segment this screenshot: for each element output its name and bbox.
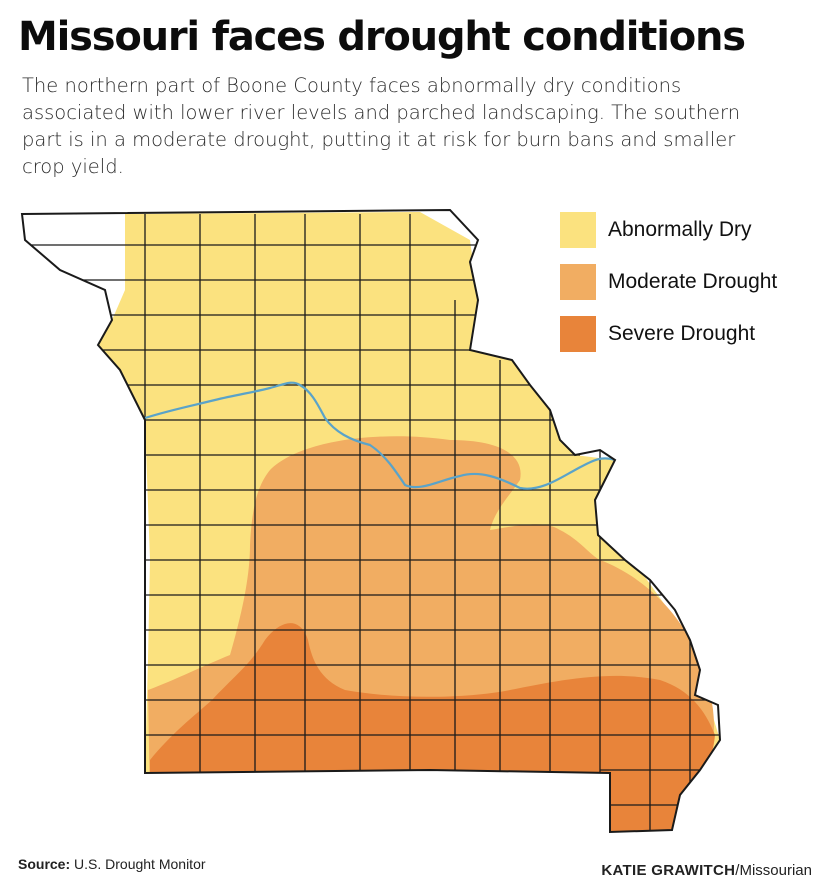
legend-swatch-moderate-drought: [560, 264, 596, 300]
credit-line: KATIE GRAWITCH/Missourian: [601, 862, 812, 879]
map-subtitle: The northern part of Boone County faces …: [22, 74, 741, 178]
missouri-river: [144, 381, 616, 490]
legend-label-abnormally-dry: Abnormally Dry: [608, 218, 752, 241]
credit-org: /Missourian: [735, 862, 812, 879]
legend-item-abnormally-dry: Abnormally Dry: [560, 212, 777, 248]
legend-swatch-severe-drought: [560, 316, 596, 352]
map-title: Missouri faces drought conditions: [18, 14, 746, 60]
legend-label-severe-drought: Severe Drought: [608, 322, 756, 345]
source-value: U.S. Drought Monitor: [74, 856, 206, 872]
legend-item-moderate-drought: Moderate Drought: [560, 264, 777, 300]
legend-label-moderate-drought: Moderate Drought: [608, 270, 778, 293]
legend-swatch-abnormally-dry: [560, 212, 596, 248]
map-legend: Abnormally Dry Moderate Drought Severe D…: [560, 212, 777, 368]
credit-name: KATIE GRAWITCH: [601, 862, 736, 879]
missouri-drought-map: [20, 208, 722, 834]
legend-item-severe-drought: Severe Drought: [560, 316, 777, 352]
source-note: Source: U.S. Drought Monitor: [18, 856, 206, 872]
missouri-state-outline: [20, 208, 722, 834]
source-label: Source:: [18, 856, 71, 872]
